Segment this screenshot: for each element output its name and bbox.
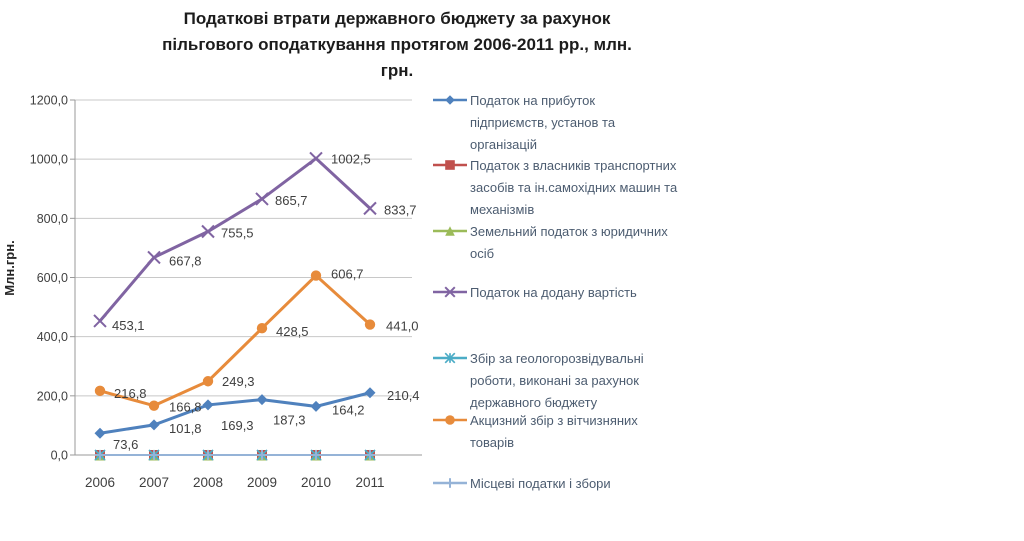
x-marker-icon xyxy=(201,224,215,239)
data-label: 249,3 xyxy=(222,374,255,389)
data-label: 606,7 xyxy=(331,267,364,282)
diamond-marker-icon xyxy=(256,394,268,406)
chart-svg: 0,0 200,0 400,0 600,0 800,0 1000,0 1200,0 2006 2… xyxy=(30,94,422,490)
x-marker-icon xyxy=(309,151,323,166)
x-tick-label: 2008 xyxy=(193,475,223,490)
y-tick-label: 1000,0 xyxy=(30,153,68,167)
plus-marker-icon xyxy=(149,450,159,460)
y-tick-label: 600,0 xyxy=(37,271,68,285)
chart-title: Податкові втрати державного бюджету за р… xyxy=(132,6,662,84)
legend-marker xyxy=(433,478,467,488)
legend-label: Земельний податок з юридичних осіб xyxy=(470,224,668,261)
series-line xyxy=(99,391,371,435)
data-label: 865,7 xyxy=(275,193,308,208)
data-label: 667,8 xyxy=(169,253,202,268)
legend-label: Місцеві податки і збори xyxy=(470,476,611,491)
chart-title-line: грн. xyxy=(380,61,414,80)
circle-marker-icon xyxy=(310,270,322,281)
data-label: 169,3 xyxy=(221,418,254,433)
x-tick-label: 2007 xyxy=(139,475,169,490)
circle-marker-icon xyxy=(202,376,214,387)
data-label: 428,5 xyxy=(276,324,309,339)
x-marker-icon xyxy=(363,201,377,216)
plus-marker-icon xyxy=(257,450,267,460)
data-label: 187,3 xyxy=(273,413,306,428)
x-marker-icon xyxy=(147,250,161,265)
data-label: 73,6 xyxy=(113,437,138,452)
x-marker-icon xyxy=(255,192,269,206)
data-label: 833,7 xyxy=(384,202,417,217)
x-marker-icon xyxy=(93,314,107,328)
data-label: 166,8 xyxy=(169,400,202,415)
triangle-marker-icon xyxy=(445,226,455,236)
data-label: 1002,5 xyxy=(331,151,371,166)
y-tick-label: 800,0 xyxy=(37,212,68,226)
legend-marker xyxy=(433,415,467,425)
legend-marker xyxy=(433,160,467,170)
diamond-marker-icon xyxy=(202,399,214,411)
legend-label: Збір за геологорозвідувальні роботи, вико… xyxy=(470,351,644,410)
circle-marker-icon xyxy=(364,319,376,330)
diamond-marker-icon xyxy=(364,387,376,399)
y-tick-label: 0,0 xyxy=(51,449,68,463)
diamond-marker-icon xyxy=(310,400,322,412)
legend-label: Податок на додану вартість xyxy=(470,285,637,300)
circle-marker-icon xyxy=(256,323,268,334)
diamond-marker-icon xyxy=(148,419,160,431)
data-label: 453,1 xyxy=(112,318,145,333)
legend-marker xyxy=(433,226,467,236)
series-line xyxy=(99,273,372,408)
plus-marker-icon xyxy=(203,450,213,460)
legend-label: Акцизний збір з вітчизняних товарів xyxy=(470,413,638,450)
series-line xyxy=(98,156,372,322)
plus-marker-icon xyxy=(311,450,321,460)
asterisk-marker-icon xyxy=(444,352,456,364)
x-marker-icon xyxy=(444,286,456,298)
data-label: 101,8 xyxy=(169,421,202,436)
diamond-marker-icon xyxy=(94,427,106,439)
circle-marker-icon xyxy=(94,385,106,397)
y-tick-label: 1200,0 xyxy=(30,94,68,108)
diamond-marker-icon xyxy=(445,95,455,105)
y-axis-title: Млн.грн. xyxy=(2,240,17,296)
legend: Податок на прибуток підприємств, установ … xyxy=(432,85,742,525)
chart-title-line: Податкові втрати державного бюджету за р… xyxy=(183,9,611,28)
circle-marker-icon xyxy=(148,400,160,411)
data-label: 164,2 xyxy=(332,402,365,417)
plus-marker-icon xyxy=(95,450,105,460)
data-label: 210,4 xyxy=(387,388,420,403)
data-label: 216,8 xyxy=(114,386,147,401)
x-tick-label: 2011 xyxy=(355,475,384,490)
y-tick-label: 200,0 xyxy=(37,389,68,403)
y-tick-label: 400,0 xyxy=(37,330,68,344)
legend-marker xyxy=(433,352,467,364)
data-label: 441,0 xyxy=(386,319,419,334)
data-label: 755,5 xyxy=(221,225,254,240)
square-marker-icon xyxy=(445,160,455,170)
x-tick-label: 2006 xyxy=(85,475,115,490)
legend-label: Податок на прибуток підприємств, установ … xyxy=(470,93,616,152)
x-tick-label: 2009 xyxy=(247,475,277,490)
x-tick-label: 2010 xyxy=(301,475,331,490)
legend-marker xyxy=(433,95,467,105)
legend-label: Податок з власників транспортних засобів … xyxy=(470,158,678,217)
plus-marker-icon xyxy=(445,478,455,488)
plus-marker-icon xyxy=(365,450,375,460)
circle-marker-icon xyxy=(445,415,455,425)
chart-title-line: пільгового оподаткування протягом 2006-2… xyxy=(162,35,632,54)
legend-marker xyxy=(433,286,467,298)
